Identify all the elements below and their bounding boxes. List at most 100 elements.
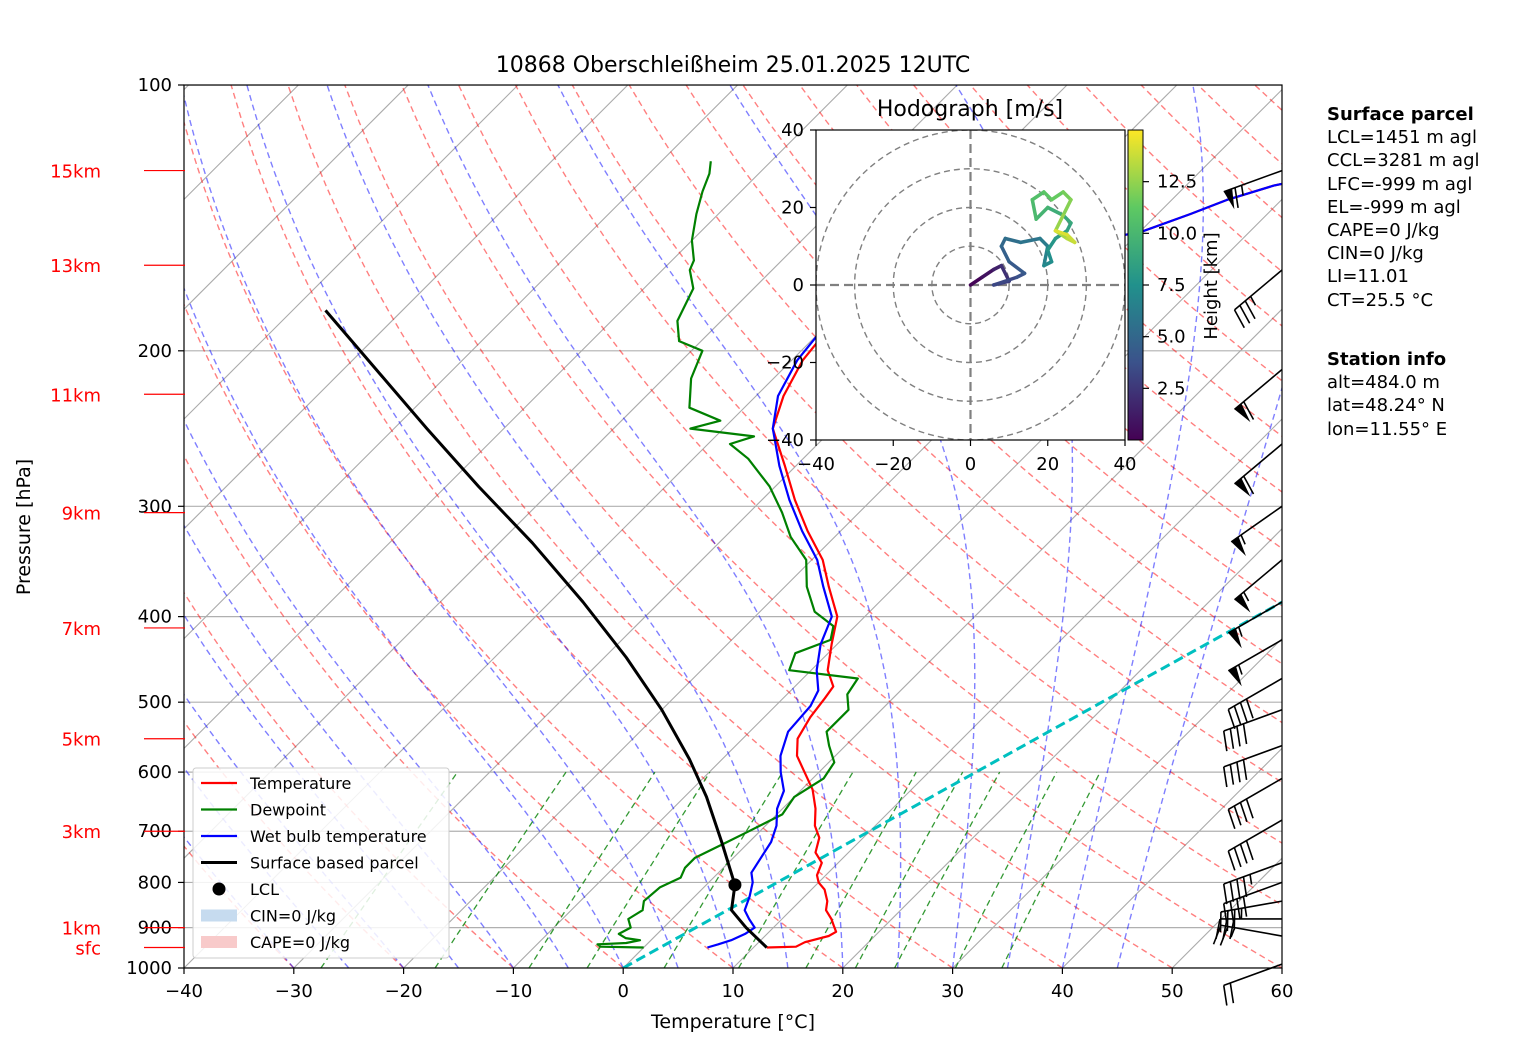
moist-adiabat [1116, 385, 1282, 968]
wind-barb-feather [1236, 879, 1241, 900]
hodograph-y-tick-label: 20 [781, 198, 804, 219]
wind-barb-feather [1239, 304, 1251, 324]
legend-swatch-patch [201, 936, 237, 948]
wind-barb-feather [1242, 876, 1248, 898]
wind-barb-feather [1234, 187, 1239, 208]
wind-barb [1227, 639, 1283, 687]
wind-barb-feather [1222, 883, 1228, 905]
wind-barb [1227, 601, 1283, 649]
surface-parcel-line: CT=25.5 °C [1327, 289, 1434, 311]
wind-barb-feather [1222, 903, 1228, 924]
wind-barb-half-feather [1237, 626, 1243, 637]
height-label: 7km [62, 619, 101, 640]
height-label: sfc [75, 939, 101, 960]
wind-barb-shaft [1223, 744, 1283, 768]
wind-barb-shaft [1230, 505, 1283, 543]
dry-adiabat [287, 85, 1063, 968]
hodograph-segment [1046, 236, 1058, 252]
moist-adiabat [326, 85, 789, 968]
isotherm [184, 85, 848, 750]
isotherm [513, 198, 1282, 968]
height-label: 5km [62, 730, 101, 751]
isotherm [732, 418, 1282, 968]
x-tick-label: 50 [1161, 981, 1184, 1002]
wind-barb-feather [1236, 726, 1241, 747]
wind-barb-feather [1245, 798, 1254, 819]
isotherm [184, 85, 409, 310]
hodograph-segment [999, 244, 1011, 264]
wind-barb-shaft [1227, 601, 1283, 634]
height-label: 1km [62, 919, 101, 940]
wind-barb [1233, 368, 1283, 423]
legend-swatch-dot [212, 882, 226, 896]
surface-parcel-header: Surface parcel [1327, 104, 1474, 125]
hodograph-y-tick-label: −40 [766, 430, 804, 451]
wind-barb-half-feather [1237, 664, 1243, 675]
wind-barb-feather [1233, 705, 1242, 726]
hodograph-segment [1061, 190, 1073, 202]
wind-barb [1230, 505, 1283, 556]
wind-barb-feather [1227, 809, 1236, 830]
legend-label: Dewpoint [250, 801, 326, 820]
hodograph-segment [1049, 190, 1065, 202]
hodograph-segment [1046, 205, 1065, 217]
wind-barb-feather [1229, 982, 1235, 1004]
mixing-ratio-line [1001, 771, 1101, 968]
moist-adiabat [246, 85, 734, 968]
mixing-ratio-line [586, 771, 711, 968]
wind-barb-feather [1233, 309, 1245, 329]
wind-barb-flag [1231, 536, 1246, 556]
moist-adiabat [184, 418, 569, 968]
x-tick-label: −20 [385, 981, 423, 1002]
dry-adiabat [514, 85, 1282, 844]
wind-barb-feather [1236, 761, 1241, 783]
moist-adiabat [1061, 85, 1204, 968]
isotherm [952, 637, 1282, 968]
wind-barb-shaft [1223, 862, 1283, 885]
hodograph-y-tick-label: 0 [793, 275, 804, 296]
wind-barb-feather [1227, 850, 1236, 871]
wind-barb [1222, 709, 1283, 752]
moist-adiabat [955, 85, 1074, 968]
station-info-line: lon=11.55° E [1327, 418, 1448, 440]
surface-parcel-line: EL=-999 m agl [1327, 196, 1461, 218]
hodograph-segment [980, 267, 996, 279]
wind-barb-feather [1215, 918, 1221, 940]
wind-barb-feather [1244, 300, 1256, 320]
legend: Temperature Dewpoint Wet bulb temperature S… [192, 767, 450, 959]
wind-barb [1222, 862, 1283, 905]
wind-barb-feather [1242, 896, 1248, 917]
surface-parcel-line: CCL=3281 m agl [1327, 150, 1480, 172]
wind-barb [1233, 559, 1283, 613]
hodograph-segment [968, 275, 984, 287]
moist-adiabat [184, 524, 514, 968]
height-label: 15km [50, 162, 101, 183]
hodograph: −40 −40 −20 −20 0 0 20 20 40 40 Hodograph [m/s] 2… [766, 97, 1222, 475]
hodograph-x-tick-label: 40 [1114, 454, 1137, 475]
wind-barb-feather [1229, 881, 1235, 902]
dry-adiabat [230, 85, 953, 968]
station-info-header: Station info [1327, 349, 1447, 370]
surface-parcel-panel: Surface parcel LCL=1451 m agl CCL=3281 m… [1327, 103, 1480, 312]
wind-barb-feather [1239, 843, 1248, 864]
y-tick-label: 500 [138, 692, 172, 713]
wind-barb-feather [1239, 802, 1248, 823]
moist-adiabat [184, 286, 624, 968]
hodograph-segment [1065, 232, 1077, 245]
wind-barb-half-feather [1249, 874, 1253, 885]
x-tick-label: 20 [831, 981, 854, 1002]
x-tick-label: −10 [494, 981, 532, 1002]
x-tick-label: 10 [722, 981, 745, 1002]
isotherm [184, 85, 738, 640]
moist-adiabat [729, 85, 976, 968]
legend-label: Temperature [249, 774, 351, 793]
wind-barb-shaft [1223, 169, 1283, 193]
height-label: 13km [50, 256, 101, 277]
hodograph-segment [1034, 205, 1050, 221]
hodograph-segment [1030, 198, 1038, 221]
hodograph-y-tick-label: −20 [766, 353, 804, 374]
hodograph-segment [1038, 236, 1050, 248]
surface-parcel-line: CAPE=0 J/kg [1327, 220, 1440, 242]
wind-barb-shaft [1227, 819, 1283, 852]
wind-barb-feather [1222, 766, 1228, 788]
